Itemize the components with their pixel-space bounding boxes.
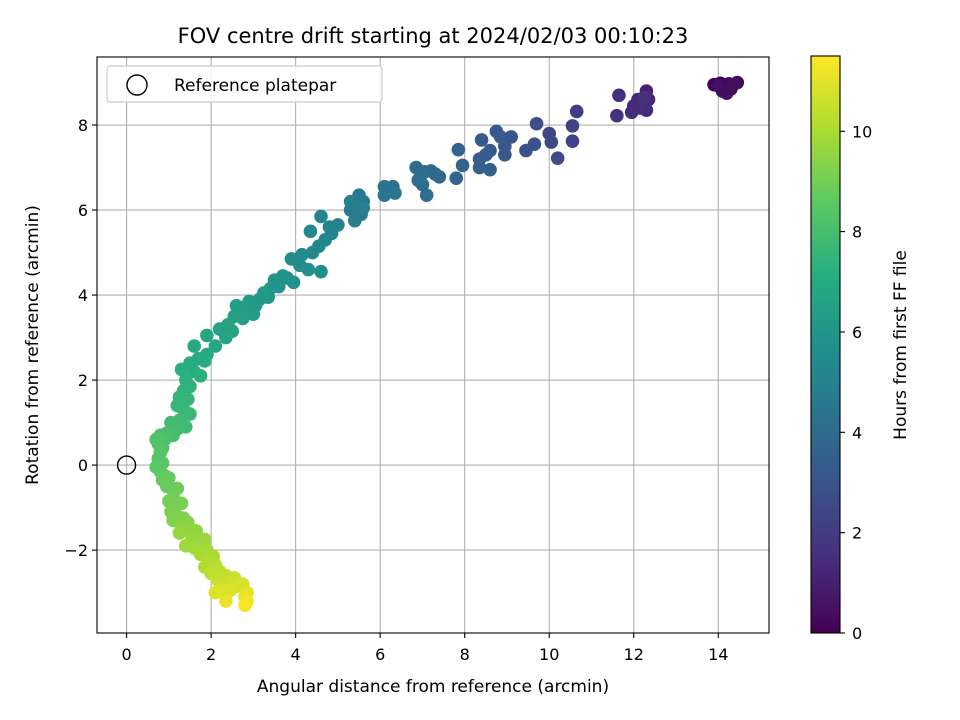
data-point: [219, 594, 233, 608]
data-point: [197, 532, 212, 547]
data-point: [529, 116, 544, 131]
plot-frame: [96, 56, 770, 634]
data-point: [314, 209, 328, 224]
data-point: [303, 224, 318, 239]
data-point: [498, 147, 512, 162]
data-point: [223, 583, 237, 598]
chart-title: FOV centre drift starting at 2024/02/03 …: [178, 24, 689, 48]
data-point: [388, 186, 402, 200]
colorbar-tick-label: 4: [852, 423, 862, 442]
data-point: [208, 585, 223, 600]
y-tick-label: 4: [78, 286, 88, 305]
data-point: [449, 171, 464, 185]
legend-box: [106, 65, 383, 103]
data-point: [174, 362, 189, 377]
colorbar: [810, 55, 841, 634]
data-point: [193, 369, 208, 383]
data-point: [229, 298, 244, 313]
x-tick-label: 4: [291, 645, 301, 664]
x-tick-label: 2: [206, 645, 216, 664]
data-point: [238, 598, 252, 613]
data-point: [565, 119, 580, 133]
y-tick-label: 8: [78, 116, 88, 135]
colorbar-tick-label: 6: [852, 323, 862, 342]
data-point: [474, 133, 489, 147]
legend-entry-reference-platepar: Reference platepar: [174, 76, 336, 96]
data-point: [314, 264, 328, 279]
colorbar-tick-label: 2: [852, 524, 862, 543]
data-point: [295, 247, 309, 262]
data-point: [419, 188, 434, 202]
data-point: [569, 104, 584, 119]
colorbar-tick-label: 10: [852, 122, 872, 141]
data-point: [483, 162, 497, 177]
scatter-points: [149, 75, 745, 613]
data-point: [200, 328, 214, 343]
y-axis-label: Rotation from reference (arcmin): [23, 205, 43, 485]
data-point: [451, 142, 466, 157]
x-tick-label: 10: [539, 645, 559, 664]
data-point: [633, 101, 647, 115]
y-tick-label: −2: [64, 541, 88, 560]
data-point: [637, 90, 652, 105]
reference-platepar-marker: [116, 455, 137, 475]
data-point: [187, 339, 202, 353]
data-point: [301, 262, 316, 277]
legend-reference-marker: [126, 74, 148, 96]
data-point: [181, 392, 195, 406]
y-axis-ticks: −2 0 2 4 6 8: [64, 116, 97, 560]
data-point: [197, 354, 212, 368]
x-tick-label: 14: [708, 645, 728, 664]
data-point: [413, 169, 428, 183]
data-point: [219, 330, 233, 345]
x-tick-label: 12: [624, 645, 644, 664]
data-point: [519, 143, 533, 158]
data-point: [711, 79, 726, 93]
data-point: [455, 158, 470, 173]
legend: Reference platepar: [106, 65, 383, 103]
data-point: [479, 147, 493, 162]
data-point: [172, 526, 187, 540]
data-point: [174, 496, 189, 511]
x-tick-label: 8: [460, 645, 470, 664]
y-tick-label: 0: [78, 456, 88, 475]
data-point: [246, 307, 261, 321]
data-point: [183, 407, 197, 421]
x-tick-label: 0: [121, 645, 131, 664]
colorbar-tick-label: 0: [852, 624, 862, 643]
data-point: [356, 201, 371, 215]
y-tick-label: 6: [78, 201, 88, 220]
colorbar-ticks: 0 2 4 6 8 10: [840, 122, 872, 643]
data-point: [164, 415, 178, 430]
data-point: [305, 245, 320, 260]
data-point: [472, 160, 487, 175]
y-tick-label: 2: [78, 371, 88, 390]
data-point: [550, 151, 565, 165]
data-point: [726, 77, 740, 92]
x-axis-ticks: 0 2 4 6 8 10 12 14: [121, 633, 728, 664]
data-point: [544, 135, 559, 149]
data-point: [612, 88, 626, 103]
data-point: [348, 213, 362, 228]
data-point: [565, 134, 580, 148]
data-point: [343, 194, 358, 209]
data-point: [493, 130, 508, 144]
data-point: [208, 339, 223, 353]
data-point: [257, 286, 271, 300]
data-point: [236, 311, 250, 326]
data-point: [377, 188, 392, 202]
x-axis-label: Angular distance from reference (arcmin): [257, 677, 609, 697]
colorbar-label: Hours from first FF file: [891, 250, 911, 440]
data-point: [149, 432, 163, 447]
data-point: [159, 479, 174, 494]
colorbar-tick-label: 8: [852, 223, 862, 242]
data-point: [610, 108, 624, 123]
x-tick-label: 6: [375, 645, 385, 664]
